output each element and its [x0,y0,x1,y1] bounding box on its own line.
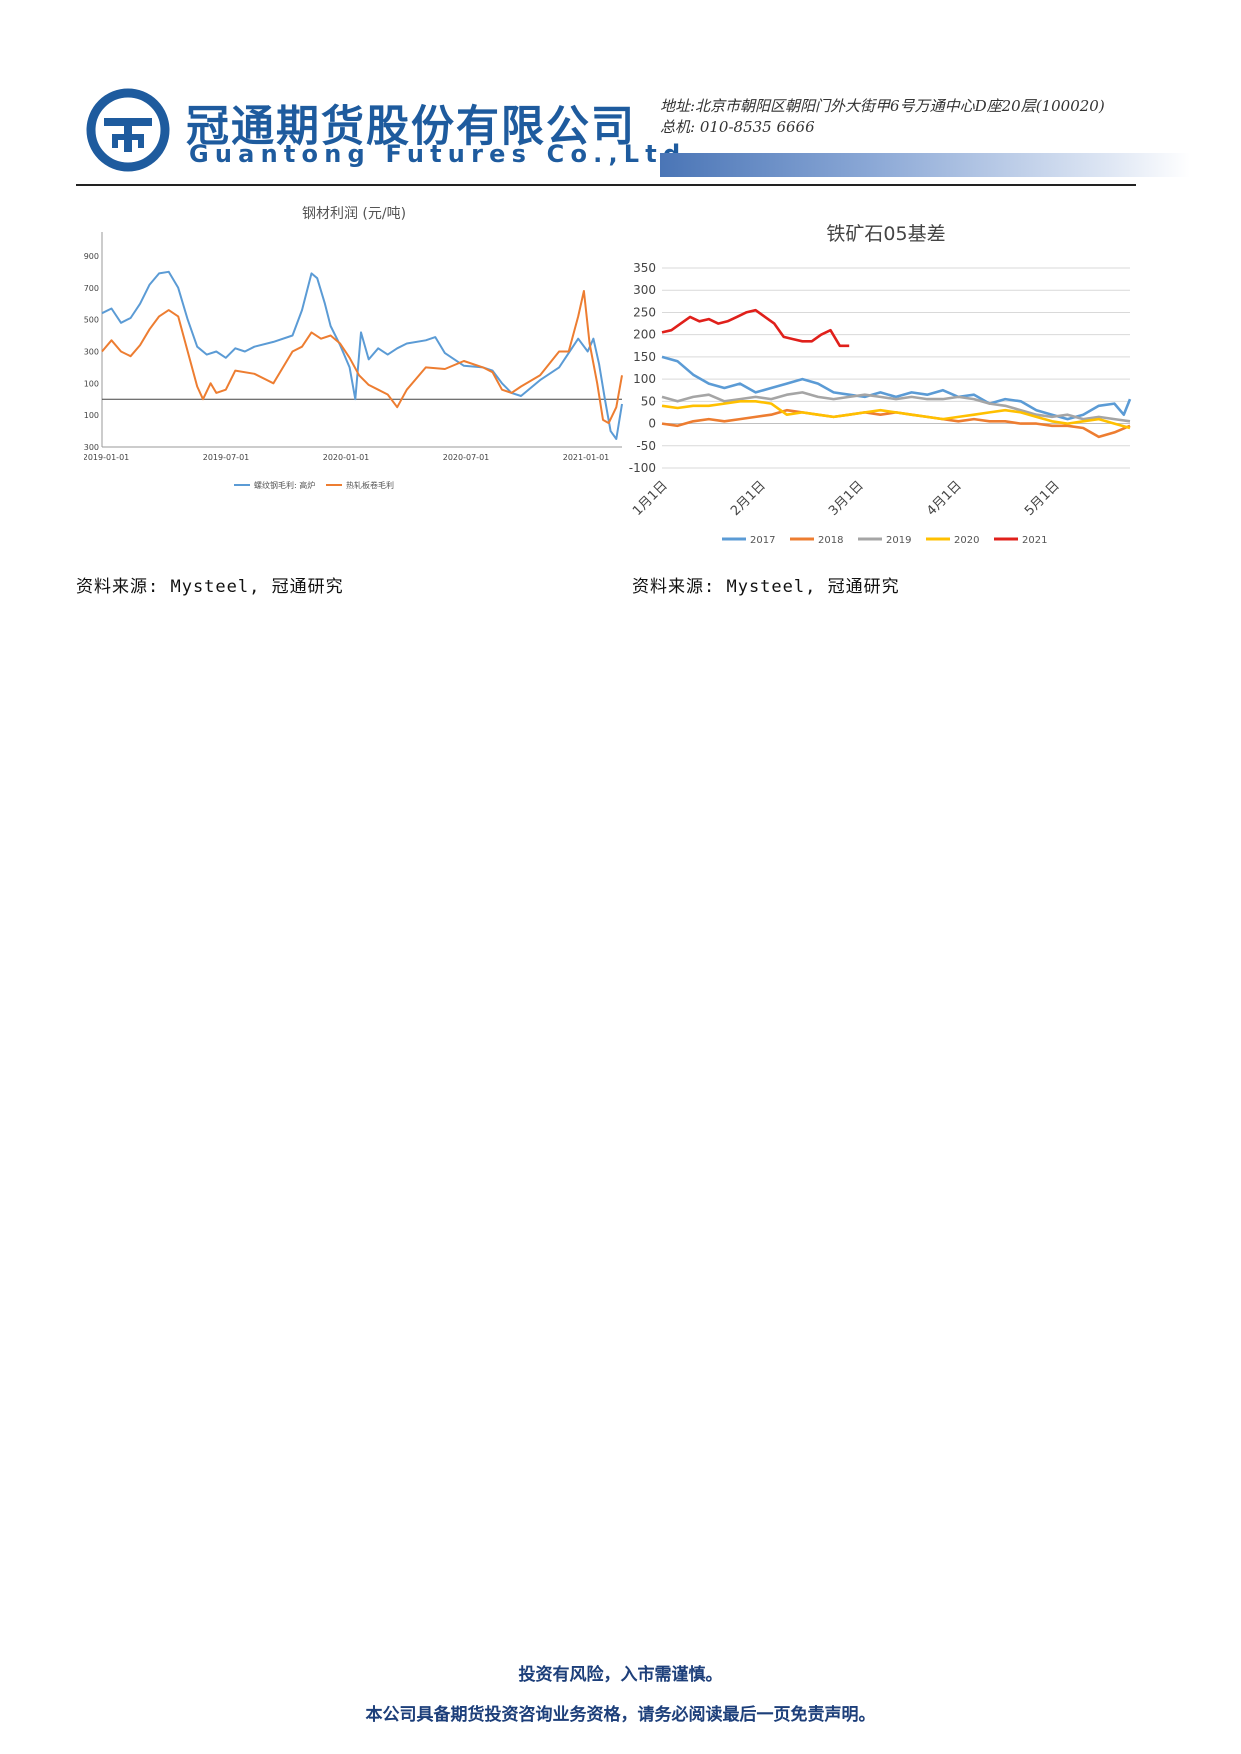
company-logo-icon [86,88,170,172]
y-tick-label-300: 300 [633,283,656,297]
y-tick-label-350: 350 [633,261,656,275]
y-tick-label-150: 150 [633,350,656,364]
x-tick-label-2019-07-01: 2019-07-01 [203,453,250,462]
y-tick-label-500: 500 [84,316,99,325]
source-note-right: 资料来源: Mysteel, 冠通研究 [632,577,900,597]
x-tick-label-2021-01-01: 2021-01-01 [563,453,610,462]
x-tick-label-3: 4月1日 [924,478,965,519]
series-line-0 [101,270,623,440]
y-tick-label-100: -100 [84,411,99,420]
x-tick-label-2: 3月1日 [826,478,867,519]
legend-label-2020: 2020 [954,535,979,546]
series-line-2021 [661,308,850,348]
iron-ore-basis-chart-svg: 铁矿石05基差 350 300 250 200 150 100 50 0 -50 -100 1月1日 2… [629,223,1132,546]
header-divider [76,184,1136,186]
y-tick-label-100: 100 [633,372,656,386]
x-tick-label-1: 2月1日 [728,478,769,519]
y-tick-label-300: -300 [84,443,99,452]
legend-label-2019: 2019 [886,535,911,546]
y-tick-label-100: -100 [629,461,656,475]
y-tick-label-250: 250 [633,305,656,319]
legend-label-0: 螺纹钢毛利: 高炉 [254,480,315,490]
x-tick-label-4: 5月1日 [1022,478,1063,519]
y-tick-label-900: 900 [84,252,99,261]
legend-label-1: 热轧板卷毛利 [346,480,394,490]
x-tick-label-2020-07-01: 2020-07-01 [443,453,490,462]
company-name-cn: 冠通期货股份有限公司 [186,102,636,152]
risk-warning: 投资有风险，入市需谨慎。 [518,1665,723,1685]
y-tick-label-200: 200 [633,328,656,342]
y-tick-label-300: 300 [84,347,99,356]
company-name-en: Guantong Futures Co.,Ltd [189,140,687,168]
x-tick-label-2019-01-01: 2019-01-01 [84,453,129,462]
page-header: 冠通期货股份有限公司 Guantong Futures Co.,Ltd 地址:北… [0,0,1241,190]
iron-ore-basis-chart: 铁矿石05基差 350 300 250 200 150 100 50 0 -50 -100 1月1日 2… [626,200,1146,558]
x-tick-label-2020-01-01: 2020-01-01 [323,453,370,462]
legend-label-2021: 2021 [1022,535,1047,546]
y-tick-label-50: 50 [641,394,656,408]
disclaimer-note: 本公司具备期货投资咨询业务资格，请务必阅读最后一页免责声明。 [365,1705,876,1725]
y-tick-label-100: 100 [84,379,99,388]
x-tick-label-0: 1月1日 [630,478,671,519]
steel-profit-chart-svg: 钢材利润 (元/吨) 900 700 500 300 100 -100 -3002019-01… [84,206,623,490]
chart-title: 钢材利润 (元/吨) [302,206,406,222]
series-line-1 [101,290,623,425]
company-address: 地址:北京市朝阳区朝阳门外大街甲6号万通中心D座20层(100020) [660,97,1105,115]
y-tick-label-50: -50 [636,439,656,453]
steel-profit-chart: 钢材利润 (元/吨) 900 700 500 300 100 -100 -3002019-01… [84,200,624,558]
legend-label-2017: 2017 [750,535,775,546]
source-note-left: 资料来源: Mysteel, 冠通研究 [76,577,344,597]
y-tick-label-700: 700 [84,284,99,293]
company-phone: 总机: 010-8535 6666 [660,118,815,136]
header-gradient-bar [660,153,1190,177]
series-line-2017 [661,355,1132,421]
chart-title: 铁矿石05基差 [826,223,945,245]
legend-label-2018: 2018 [818,535,843,546]
y-tick-label-0: 0 [648,417,656,431]
